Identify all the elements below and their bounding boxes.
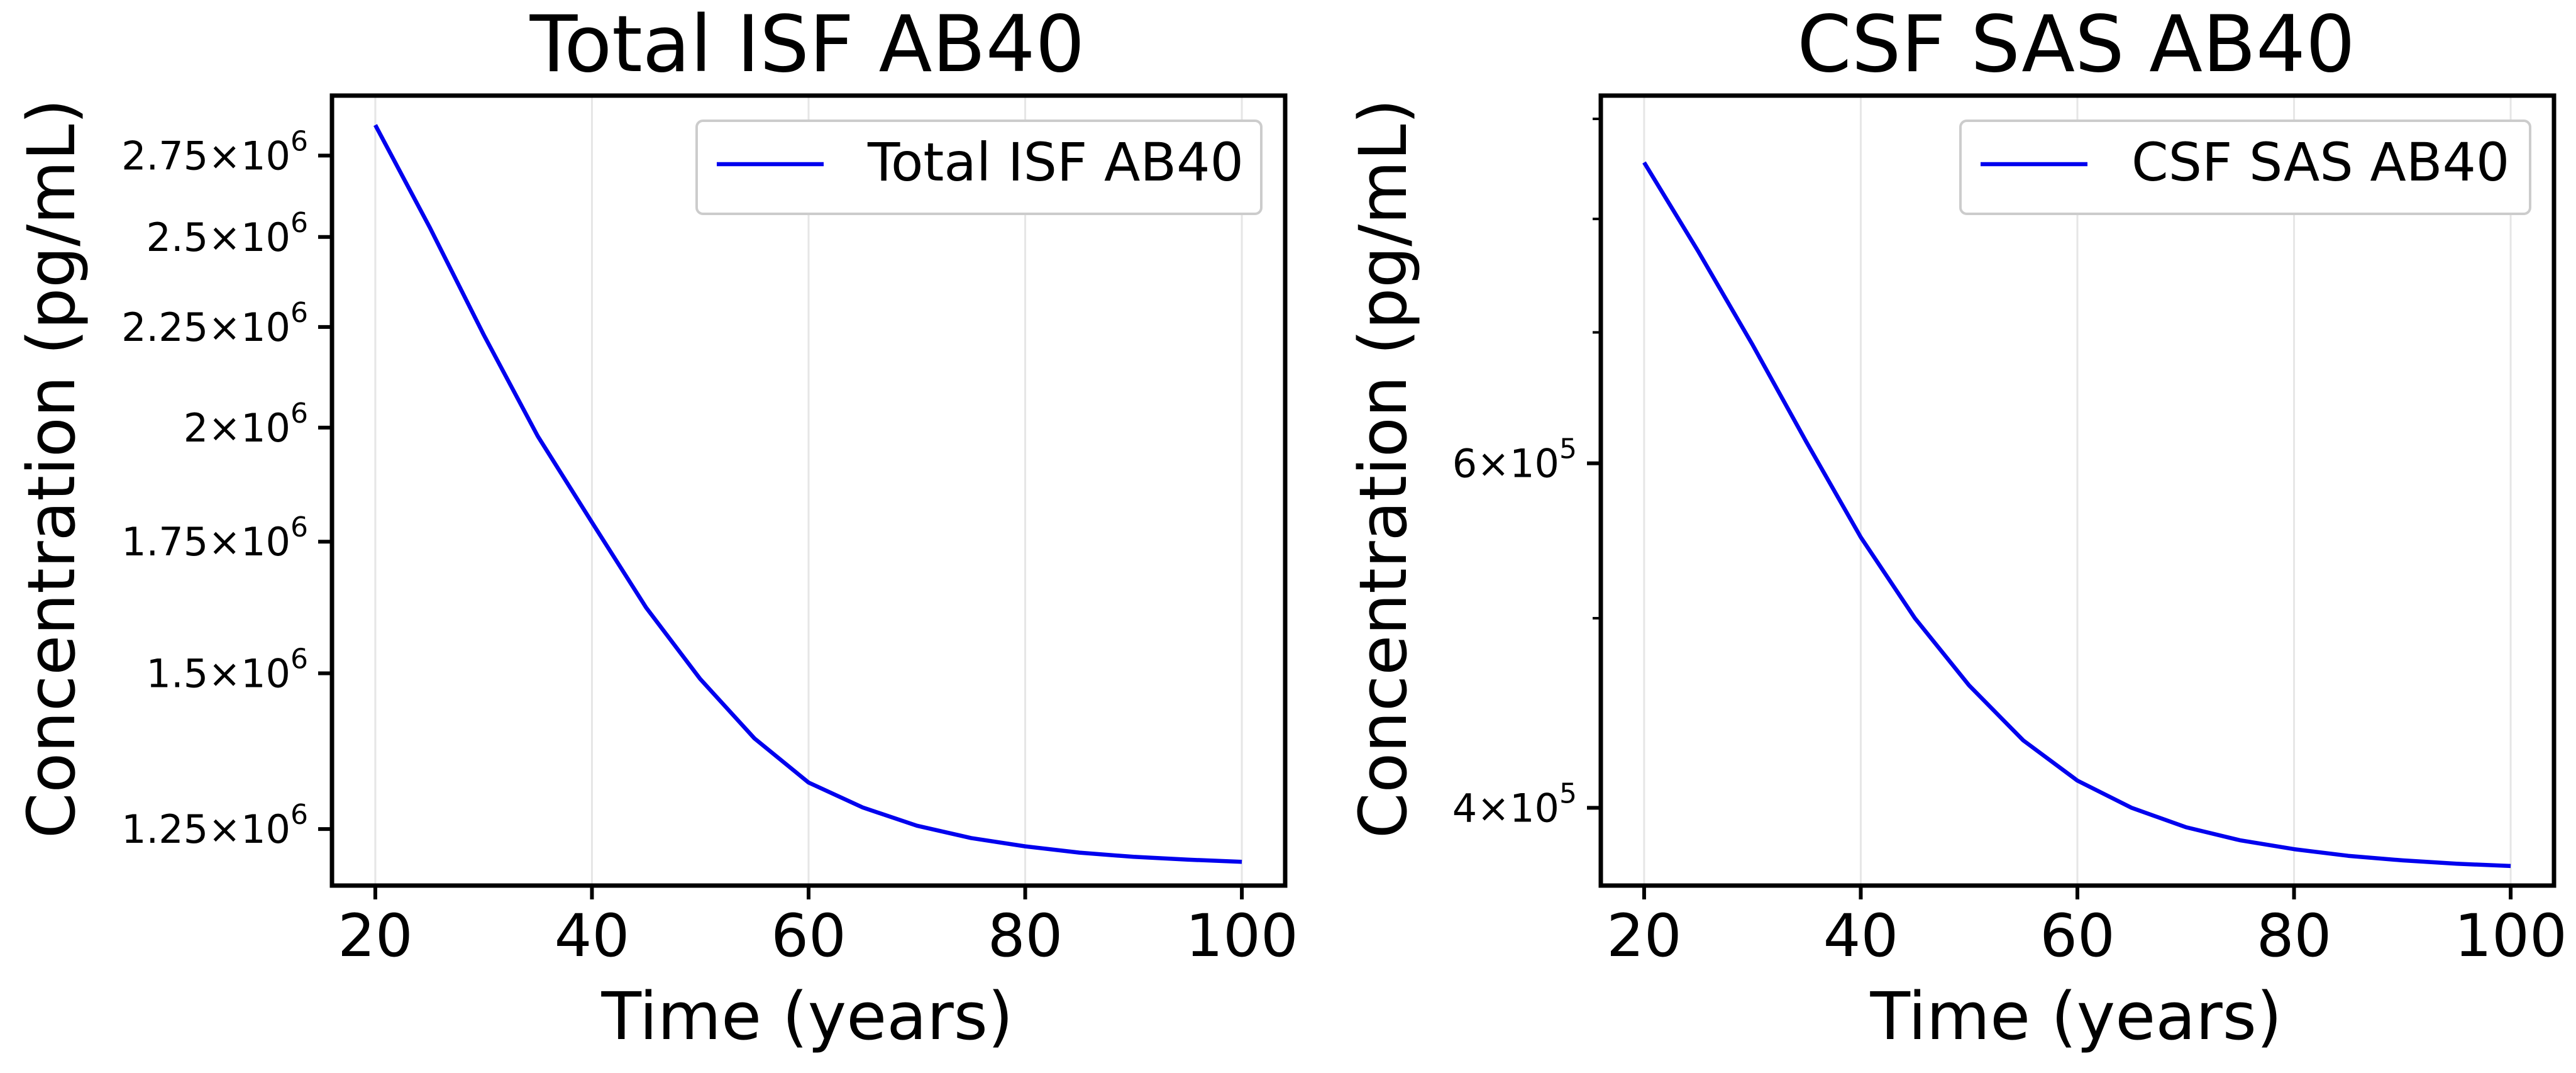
y-tick-label: 2×106 [184, 398, 308, 451]
x-tick-label: 60 [771, 902, 846, 970]
x-tick-label: 40 [1823, 902, 1899, 970]
x-tick-label: 80 [2257, 902, 2332, 970]
y-axis-label: Concentration (pg/mL) [13, 99, 90, 838]
x-tick-label: 40 [555, 902, 630, 970]
chart-title: CSF SAS AB40 [1797, 0, 2355, 90]
y-tick-label: 2.75×106 [121, 125, 308, 179]
y-tick-label: 4×105 [1452, 777, 1577, 831]
legend-box [1959, 120, 2531, 215]
y-tick-label: 1.75×106 [121, 511, 308, 565]
plot-frame [1598, 93, 2557, 888]
y-axis-label: Concentration (pg/mL) [1345, 99, 1422, 838]
legend-box [695, 120, 1263, 215]
legend: Total ISF AB40 [695, 120, 1263, 215]
series-line [1642, 161, 2511, 869]
legend-label: Total ISF AB40 [867, 131, 1244, 193]
panel-left: Total ISF AB40 Concentration (pg/mL) Tim… [13, 0, 1298, 1055]
series-line [373, 124, 1242, 864]
x-axis-label: Time (years) [1870, 978, 2282, 1055]
x-tick-label: 20 [338, 902, 413, 970]
legend-label: CSF SAS AB40 [2131, 131, 2509, 193]
x-tick-label: 60 [2040, 902, 2115, 970]
y-tick-label: 1.25×106 [121, 799, 308, 852]
x-tick-label: 80 [988, 902, 1063, 970]
x-tick-label: 100 [1185, 902, 1298, 970]
x-tick-label: 20 [1606, 902, 1682, 970]
y-tick-label: 1.5×106 [146, 643, 308, 697]
panel-right: CSF SAS AB40 Concentration (pg/mL) Time … [1345, 0, 2567, 1055]
chart-title: Total ISF AB40 [529, 0, 1085, 90]
y-tick-label: 6×105 [1452, 433, 1577, 487]
y-tick-label: 2.25×106 [121, 297, 308, 350]
x-tick-label: 100 [2454, 902, 2567, 970]
legend: CSF SAS AB40 [1959, 120, 2531, 215]
y-tick-label: 2.5×106 [146, 207, 308, 260]
x-axis-label: Time (years) [601, 978, 1014, 1055]
plot-frame [329, 93, 1288, 888]
